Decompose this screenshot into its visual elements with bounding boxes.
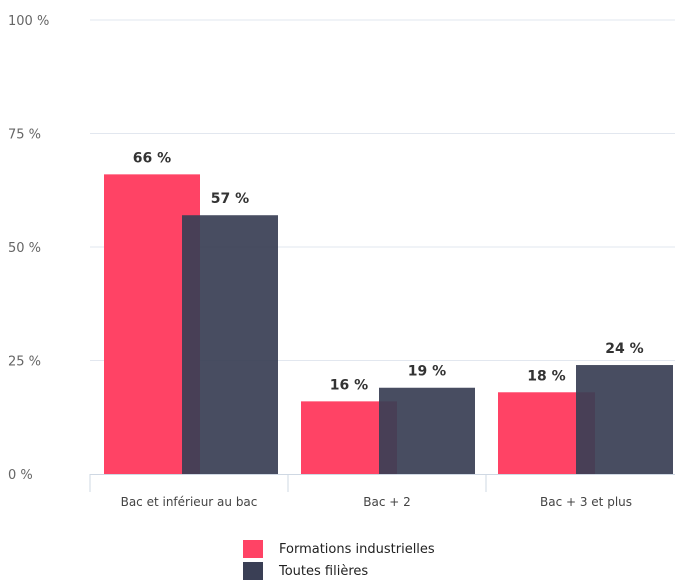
bar-toutes-1 — [379, 387, 475, 474]
data-label: 66 % — [133, 150, 171, 166]
axis-layer: 0 % 25 % 50 % 75 % 100 % Bac et inférieur au … — [8, 14, 675, 509]
y-tick-label: 25 % — [8, 355, 41, 370]
legend-item-formations[interactable]: Formations industrielles — [243, 538, 543, 560]
label-layer: 66 % 16 % 18 % 57 % 19 % 24 % — [133, 150, 644, 393]
legend-label-toutes: Toutes filières — [279, 563, 369, 579]
data-label: 16 % — [330, 377, 368, 393]
legend-item-toutes[interactable]: Toutes filières — [243, 560, 543, 582]
x-category-label: Bac + 2 — [363, 495, 411, 509]
bar-layer — [104, 174, 673, 475]
bar-toutes-2 — [576, 365, 673, 474]
data-label: 24 % — [605, 341, 643, 357]
y-tick-label: 75 % — [8, 128, 41, 143]
y-tick-label: 100 % — [8, 14, 49, 29]
legend-swatch-toutes — [243, 562, 263, 580]
data-label: 19 % — [408, 364, 446, 380]
bar-toutes-0 — [182, 215, 278, 474]
x-category-label: Bac + 3 et plus — [540, 495, 632, 509]
legend-label-formations: Formations industrielles — [279, 541, 435, 557]
legend-swatch-formations — [243, 540, 263, 558]
y-tick-label: 50 % — [8, 241, 41, 256]
legend: Formations industrielles Toutes filières — [243, 538, 543, 582]
data-label: 57 % — [211, 191, 249, 207]
data-label: 18 % — [527, 368, 565, 384]
x-category-label: Bac et inférieur au bac — [121, 495, 258, 509]
y-tick-label: 0 % — [8, 468, 33, 483]
